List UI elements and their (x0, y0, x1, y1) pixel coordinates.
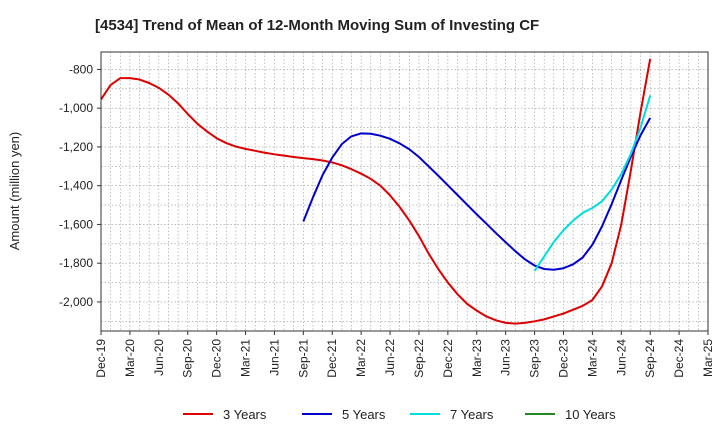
x-tick-label: Mar-20 (123, 339, 137, 377)
x-tick-label: Mar-21 (239, 339, 253, 377)
series-line-3-years (100, 58, 652, 325)
series-line-5-years (302, 117, 652, 271)
x-tick-label: Sep-20 (181, 339, 195, 378)
x-tick-label: Dec-19 (94, 339, 108, 378)
y-tick-label: -1,200 (59, 140, 93, 154)
x-tick-label: Dec-22 (441, 339, 455, 378)
x-tick-label: Dec-23 (556, 339, 570, 378)
grid-lines (101, 52, 708, 331)
y-tick-label: -1,000 (59, 101, 93, 115)
series-line-7-years (533, 95, 652, 272)
x-tick-label: Dec-24 (672, 339, 686, 378)
x-tick-label: Jun-24 (614, 339, 628, 376)
legend-label: 7 Years (450, 407, 494, 422)
x-tick-label: Sep-21 (296, 339, 310, 378)
y-tick-label: -1,800 (59, 256, 93, 270)
x-tick-label: Jun-23 (499, 339, 513, 376)
x-tick-label: Sep-23 (528, 339, 542, 378)
legend-label: 3 Years (223, 407, 267, 422)
y-axis-ticks: -800 -1,000 -1,200 -1,400 -1,600 -1,800 -2,000 (59, 62, 101, 309)
legend: 3 Years 5 Years 7 Years 10 Years (183, 407, 616, 422)
y-axis-label: Amount (million yen) (7, 132, 22, 251)
series-lines (100, 58, 652, 325)
x-tick-label: Mar-24 (585, 339, 599, 377)
y-tick-label: -800 (69, 62, 93, 76)
x-tick-label: Sep-24 (643, 339, 657, 378)
x-axis-ticks: Dec-19 Mar-20 Jun-20 Sep-20 Dec-20 Mar-21 Jun-… (94, 331, 715, 378)
x-tick-label: Dec-20 (210, 339, 224, 378)
y-tick-label: -1,400 (59, 179, 93, 193)
y-tick-label: -2,000 (59, 295, 93, 309)
x-tick-label: Jun-22 (383, 339, 397, 376)
x-tick-label: Dec-21 (325, 339, 339, 378)
chart-title: [4534] Trend of Mean of 12-Month Moving … (95, 17, 539, 34)
y-tick-label: -1,600 (59, 217, 93, 231)
legend-label: 5 Years (342, 407, 386, 422)
x-tick-label: Mar-25 (701, 339, 715, 377)
x-tick-label: Mar-22 (354, 339, 368, 377)
x-tick-label: Jun-21 (267, 339, 281, 376)
legend-label: 10 Years (565, 407, 616, 422)
x-tick-label: Sep-22 (412, 339, 426, 378)
plot-area-frame (100, 51, 709, 332)
x-tick-label: Mar-23 (470, 339, 484, 377)
x-tick-label: Jun-20 (152, 339, 166, 376)
